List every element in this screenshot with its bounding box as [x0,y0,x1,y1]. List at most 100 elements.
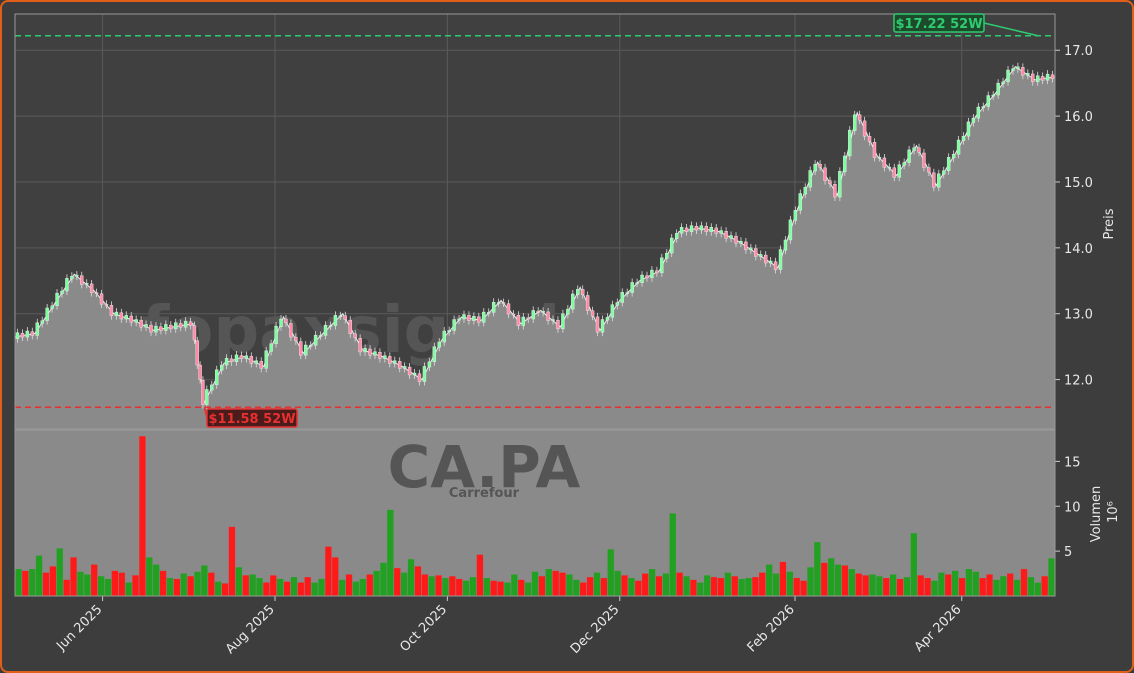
volume-bar [793,578,800,596]
candle-body [304,344,308,356]
candle-body [561,313,565,330]
volume-bar [332,557,339,596]
volume-bar [462,580,470,596]
volume-y-axis: 5 10 15 [1055,455,1081,560]
candle-body [635,282,639,284]
candle-body [467,315,471,321]
volume-bar [552,570,559,596]
high-52w-label-box [893,13,985,33]
candle-body [353,333,357,338]
candle-body [580,289,585,295]
candle-body [670,237,674,254]
x-tick-label: Apr 2026 [912,602,965,655]
candle-body [1035,75,1040,83]
candle-body [269,343,273,352]
volume-bar [476,554,484,596]
candle-body [843,155,847,173]
volume-bar [366,574,373,596]
volume-bar [1027,577,1035,596]
candle-body [373,351,377,356]
candle-body [744,241,748,251]
candle-body [714,227,718,234]
candle-body [195,340,199,366]
volume-bar [339,579,346,596]
volume-bar [242,575,249,596]
candle-body [174,322,178,330]
volume-bar [1000,576,1007,596]
volume-bar [690,579,697,596]
candle-body [219,364,224,371]
candle-body [813,163,817,172]
volume-bar [153,564,160,596]
candle-body [971,117,976,123]
annotations: $17.22 52W $11.58 52W [203,13,1039,428]
y-tick-label: 15.0 [1064,176,1093,191]
candle-body [694,226,699,231]
candle-body [358,338,362,353]
candle-body [144,324,148,328]
candle-body [35,322,39,336]
candle-body [188,321,193,326]
candle-body [318,335,323,337]
volume-bar [311,582,318,596]
volume-bar [855,573,862,596]
y-tick-label: 13.0 [1064,308,1093,323]
candle-body [946,157,951,171]
candle-body [956,139,961,155]
volume-bar [249,574,256,596]
volume-bar [951,570,959,596]
candle-body [996,82,1000,96]
volume-bar [263,582,270,596]
volume-bar [290,577,298,596]
volume-bar [180,573,187,596]
candle-body [951,154,956,159]
candle-body [496,302,501,304]
volume-bar [146,557,153,596]
volume-bar [304,577,311,596]
candle-body [343,315,347,320]
candle-body [590,310,595,317]
candle-body [264,350,268,369]
volume-bar [945,574,952,596]
volume-bar [965,569,973,596]
candle-body [922,152,926,168]
candle-body [85,283,89,285]
candle-body [808,170,812,188]
volume-bar [628,578,635,596]
candle-body [709,227,713,232]
volume-bar [704,575,711,596]
volume-bar [738,578,745,596]
candle-body [25,330,30,338]
candle-body [511,313,516,316]
price-y-axis: 12.0 13.0 14.0 15.0 16.0 17.0 [1055,44,1093,389]
candle-body [610,304,615,318]
x-tick-label: Oct 2025 [397,602,450,655]
candle-body [585,295,590,311]
volume-bar [414,566,422,596]
candle-body [521,316,526,326]
volume-bar [380,562,387,596]
candle-body [778,249,783,270]
volume-bar [1013,579,1021,596]
candle-body [164,324,168,331]
candle-body [323,325,328,336]
candle-body [114,311,119,316]
candle-body [902,162,906,166]
volume-bar [814,542,821,596]
candle-body [80,275,84,285]
candle-body [991,94,995,97]
volume-bar [772,573,780,596]
volume-bar [910,533,917,596]
x-axis: Jun 2025 Aug 2025 Oct 2025 Dec 2025 Feb 2026… [53,596,965,657]
candle-body [402,366,407,369]
volume-bar [421,574,428,596]
volume-bar [786,571,793,596]
candle-body [279,318,283,327]
low-52w-label-box [206,408,298,428]
candle-body [55,292,59,307]
candle-body [427,361,432,368]
volume-axis-label: Volumen [1089,486,1104,543]
volume-bar [1048,558,1055,596]
candle-body [388,356,392,364]
volume-bar [173,578,180,596]
